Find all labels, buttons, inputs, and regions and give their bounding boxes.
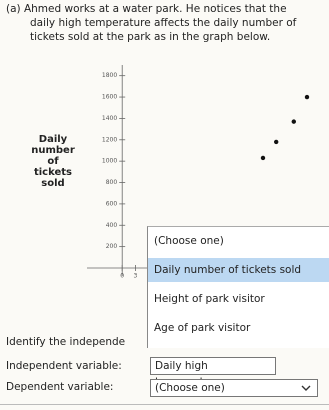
dropdown-option[interactable]: Age of park visitor (154, 322, 251, 334)
question-text: (a) Ahmed works at a water park. He noti… (6, 3, 297, 43)
x-tick-label: 3 (133, 273, 137, 279)
graph: 20040060080010001200140016001800036 (87, 65, 329, 279)
y-tick-label: 1000 (102, 158, 117, 165)
select-box[interactable]: (Choose one) (150, 379, 318, 397)
divider (0, 404, 329, 405)
select-value: (Choose one) (155, 382, 225, 394)
y-tick-label: 1200 (102, 136, 117, 143)
answer-box[interactable]: Daily high temperature (150, 357, 276, 388)
data-point (291, 119, 296, 124)
data-point (304, 94, 310, 100)
prompt: Identify the independe (6, 336, 126, 348)
y-tick-label: 1400 (102, 115, 117, 122)
y-tick-label: 600 (106, 200, 118, 207)
y-tick-label: 200 (106, 243, 118, 250)
y-axis-label: Daily number of tickets sold (31, 134, 75, 189)
field-label: Dependent variable: (6, 381, 114, 393)
y-tick-label: 1600 (102, 94, 117, 101)
data-point (260, 155, 266, 161)
dropdown-option[interactable]: Daily number of tickets sold (148, 258, 329, 282)
y-tick-label: 400 (106, 222, 118, 229)
dropdown-option[interactable]: Height of park visitor (154, 293, 265, 305)
dropdown-list: (Choose one) Daily number of tickets sold… (147, 226, 329, 348)
data-point (274, 139, 279, 145)
x-tick-label: 0 (120, 273, 124, 279)
dropdown-option[interactable]: (Choose one) (154, 235, 224, 247)
y-tick-label: 800 (106, 179, 118, 186)
field-label: Independent variable: (6, 360, 122, 372)
y-tick-label: 1800 (102, 72, 117, 79)
chevron (301, 385, 311, 391)
